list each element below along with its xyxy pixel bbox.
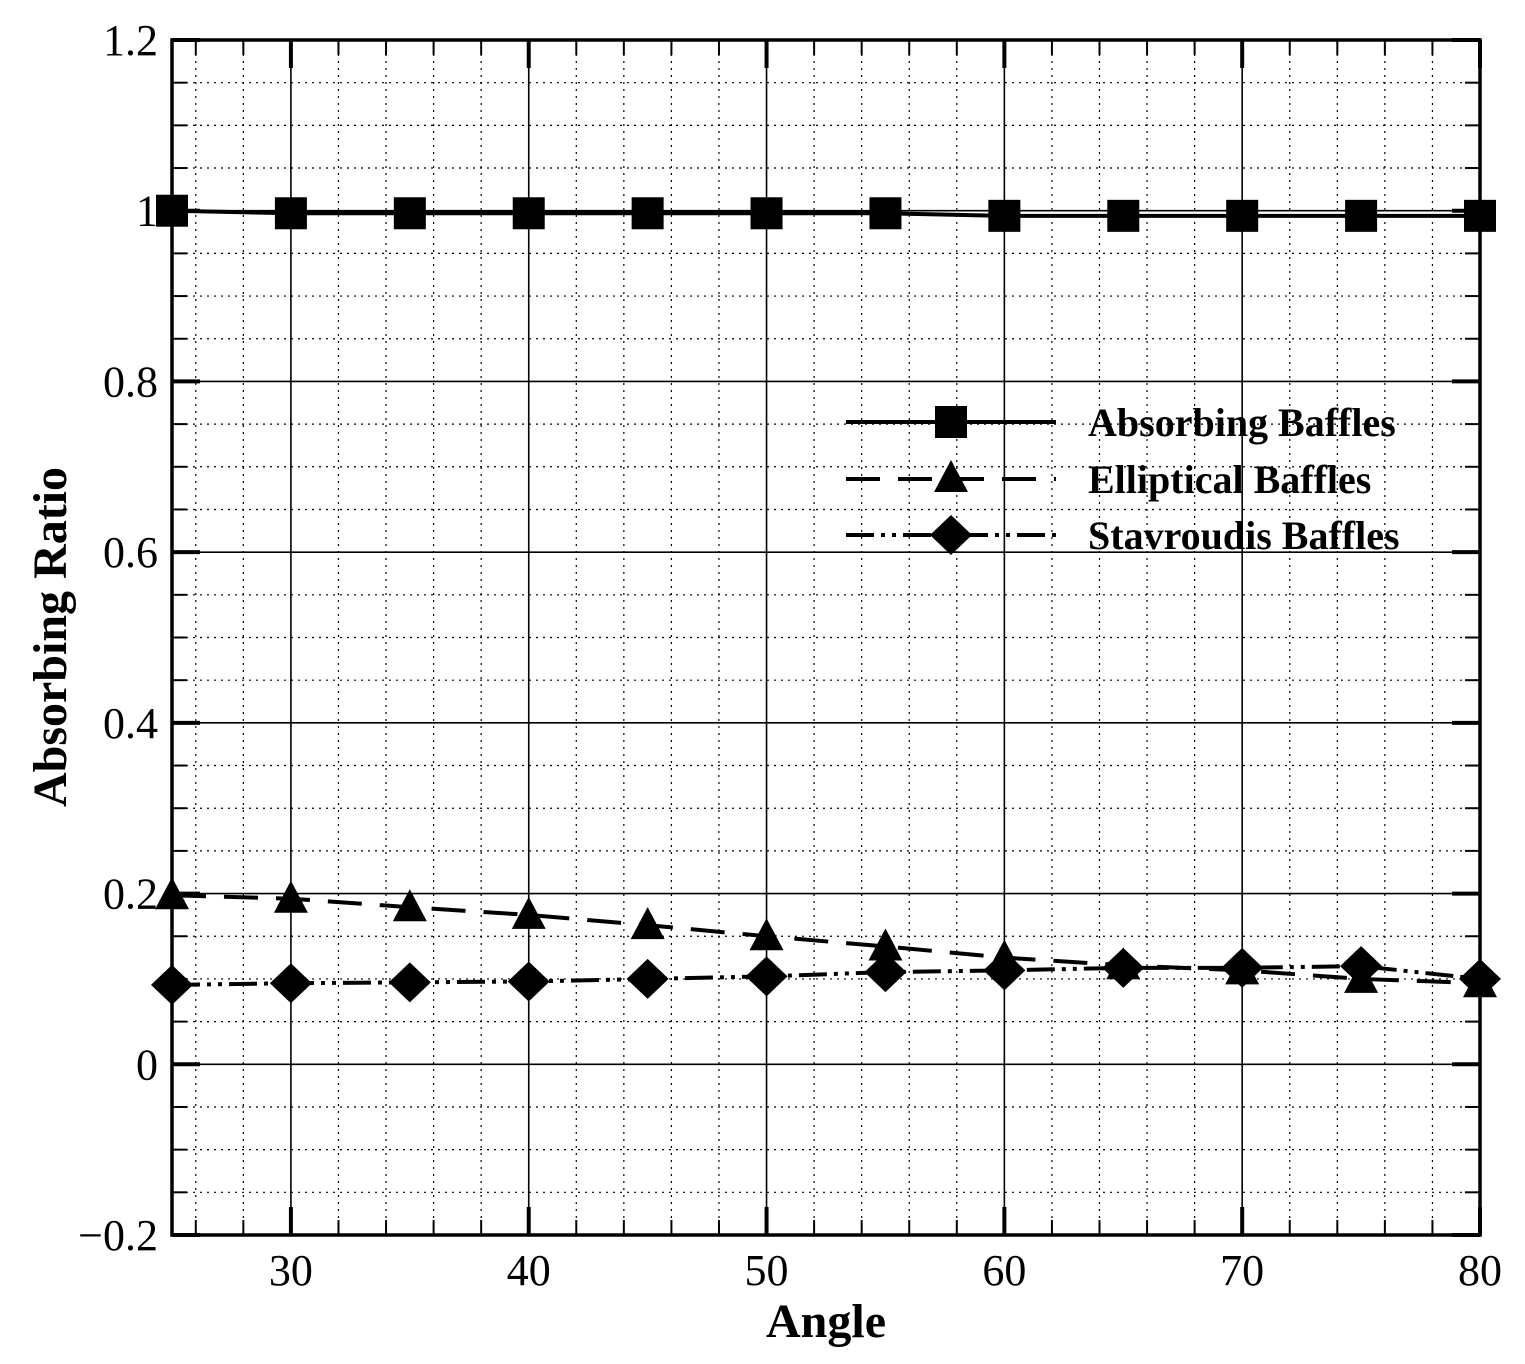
diamond-marker [507,961,550,1002]
x-tick-label: 30 [269,1246,313,1295]
series-diamond [151,946,1501,1005]
x-tick-label: 80 [1458,1246,1502,1295]
triangle-marker [868,928,903,961]
legend: Absorbing Baffles Elliptical Baffles Sta… [846,400,1400,558]
legend-entry-stavroudis: Stavroudis Baffles [846,513,1400,558]
diamond-marker [626,958,669,999]
legend-entry-elliptical: Elliptical Baffles [846,457,1371,502]
triangle-marker [273,880,308,913]
square-marker [631,197,664,230]
y-tick-label: 1 [136,187,158,236]
major-grid [172,39,1481,1236]
y-tick-label: 0 [136,1040,158,1089]
series-square [156,194,1496,232]
legend-triangle-marker [934,460,968,492]
x-tick-label: 70 [1220,1246,1264,1295]
legend-label-stavroudis: Stavroudis Baffles [1088,513,1400,558]
y-tick-label: 0.2 [103,870,158,919]
square-marker [1345,199,1378,232]
square-marker [750,197,783,230]
series-triangle [155,877,1497,998]
x-axis-title: Angle [766,1295,886,1348]
legend-label-absorbing: Absorbing Baffles [1088,400,1396,445]
square-marker [512,197,545,230]
diamond-marker [1102,947,1145,988]
diamond-marker [388,962,431,1003]
y-tick-label: −0.2 [78,1211,158,1260]
x-tick-label: 40 [507,1246,551,1295]
square-marker [1107,199,1140,232]
square-marker [274,197,307,230]
tick-labels: 30 40 50 60 70 80 −0.2 0 0.2 0.4 0.6 0.8 1 1.2 [78,16,1502,1295]
legend-square-marker [935,406,967,438]
square-marker [393,197,426,230]
diamond-marker [864,952,907,993]
triangle-marker [630,907,665,940]
y-axis-title: Absorbing Ratio [24,467,77,807]
series-line-diamond [171,964,1481,987]
square-marker [869,197,902,230]
x-tick-label: 60 [982,1246,1026,1295]
triangle-marker [511,896,546,929]
triangle-marker [749,918,784,951]
legend-entry-absorbing: Absorbing Baffles [846,400,1396,445]
y-tick-label: 0.4 [103,699,158,748]
y-tick-label: 1.2 [103,16,158,65]
diamond-marker [269,963,312,1004]
y-tick-label: 0.6 [103,528,158,577]
plot-frame [170,38,1482,1237]
minor-grid [172,40,1480,1235]
y-tick-label: 0.8 [103,357,158,406]
series-line-triangle [171,893,1481,986]
x-tick-label: 50 [745,1246,789,1295]
legend-label-elliptical: Elliptical Baffles [1088,457,1371,502]
diamond-marker [1221,947,1264,988]
diamond-marker [1340,946,1383,987]
square-marker [1226,199,1259,232]
triangle-marker [392,889,427,922]
square-marker [988,199,1021,232]
legend-diamond-marker [930,515,972,555]
diamond-marker [983,950,1026,991]
series-layer [151,194,1501,1005]
series-line-square [171,208,1480,218]
diamond-marker [745,956,788,997]
